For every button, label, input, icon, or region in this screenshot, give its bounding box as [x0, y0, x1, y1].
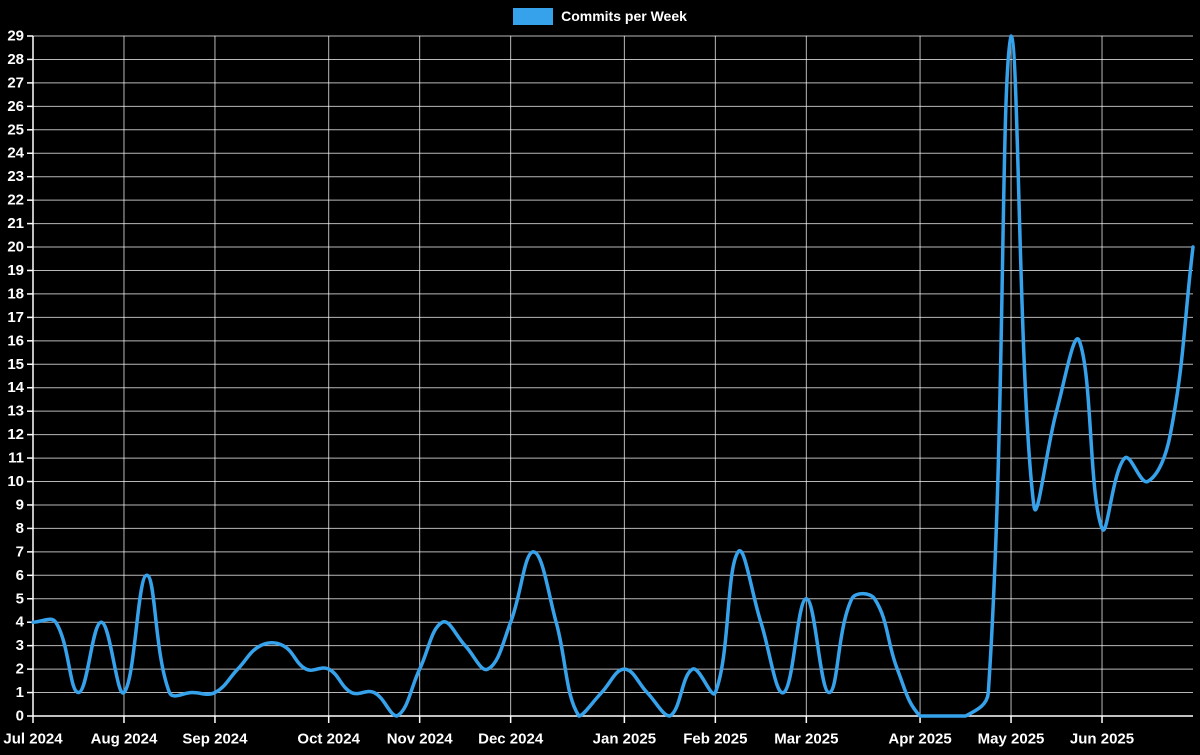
x-axis-label: Aug 2024 [91, 731, 158, 748]
y-axis-label: 1 [16, 684, 24, 701]
y-axis-label: 14 [7, 379, 24, 396]
x-axis-label: Jun 2025 [1070, 731, 1134, 748]
x-axis-label: Mar 2025 [774, 731, 838, 748]
y-axis-label: 26 [7, 98, 24, 115]
y-axis-label: 0 [16, 708, 24, 725]
y-axis-label: 22 [7, 192, 24, 209]
y-axis-label: 3 [16, 637, 24, 654]
x-axis-label: Feb 2025 [683, 731, 747, 748]
y-axis-label: 27 [7, 74, 24, 91]
y-axis-label: 5 [16, 590, 24, 607]
y-axis-label: 23 [7, 168, 24, 185]
x-axis-label: Apr 2025 [888, 731, 951, 748]
x-axis-label: May 2025 [978, 731, 1045, 748]
y-axis-label: 11 [8, 450, 24, 467]
y-axis-label: 20 [7, 239, 24, 256]
y-axis-label: 10 [7, 473, 24, 490]
y-axis-label: 19 [7, 262, 24, 279]
y-axis-label: 18 [7, 285, 24, 302]
y-axis-label: 16 [7, 332, 24, 349]
y-axis-label: 6 [16, 567, 24, 584]
y-axis-label: 4 [16, 614, 25, 631]
y-axis-label: 21 [7, 215, 24, 232]
x-axis-label: Jan 2025 [593, 731, 656, 748]
commits-line-path[interactable] [31, 34, 1195, 718]
y-axis-label: 9 [16, 496, 24, 513]
legend-label: Commits per Week [561, 8, 687, 24]
y-axis-label: 12 [7, 426, 24, 443]
y-axis-label: 29 [7, 28, 24, 45]
x-axis-label: Jul 2024 [3, 731, 63, 748]
y-axis-label: 7 [16, 543, 24, 560]
y-axis-label: 24 [7, 145, 24, 162]
y-axis-label: 28 [7, 51, 24, 68]
x-axis-label: Dec 2024 [478, 731, 544, 748]
y-axis-label: 25 [7, 121, 24, 138]
legend[interactable]: Commits per Week [0, 0, 1200, 32]
legend-swatch [513, 7, 554, 25]
y-axis-label: 13 [7, 403, 24, 420]
y-axis-label: 15 [7, 356, 24, 373]
y-axis-label: 2 [16, 661, 24, 678]
x-axis-label: Nov 2024 [387, 731, 454, 748]
x-axis-label: Sep 2024 [182, 731, 248, 748]
y-axis-label: 17 [7, 309, 24, 326]
x-axis-label: Oct 2024 [297, 731, 360, 748]
y-axis-label: 8 [16, 520, 24, 537]
